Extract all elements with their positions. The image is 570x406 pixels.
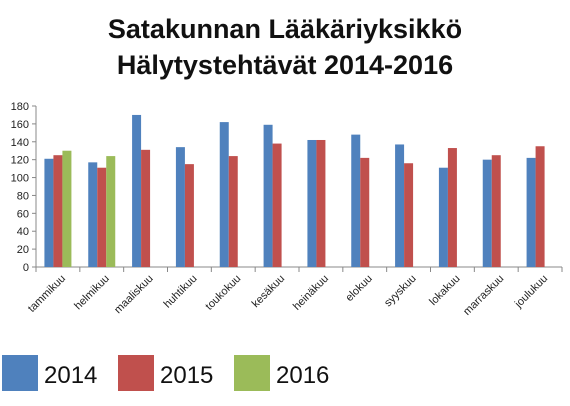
bar-2015-tammikuu [53, 155, 63, 267]
bar-2014-tammikuu [44, 158, 54, 267]
legend-swatch-2016 [234, 355, 270, 391]
bar-2015-maaliskuu [141, 149, 151, 267]
bar-2015-helmikuu [97, 167, 107, 267]
bar-2016-helmikuu [106, 156, 116, 267]
x-tick-label: lokakuu [427, 273, 462, 308]
bar-2014-maaliskuu [132, 114, 142, 267]
y-tick-label: 120 [11, 155, 29, 167]
x-tick-label: syyskuu [382, 273, 419, 310]
chart-title-line-2: Hälytystehtävät 2014-2016 [116, 50, 454, 80]
legend-label-2016: 2016 [276, 362, 329, 389]
chart-title-line-1: Satakunnan Lääkäriyksikkö [107, 14, 463, 44]
y-tick-label: 160 [11, 119, 29, 131]
bar-2015-syyskuu [404, 163, 414, 267]
x-tick-label: tammikuu [26, 273, 68, 315]
y-tick-label: 180 [11, 101, 29, 113]
bar-2015-elokuu [360, 157, 370, 267]
bar-2014-elokuu [351, 134, 361, 267]
bar-2015-joulukuu [535, 146, 545, 267]
x-tick-label: marraskuu [461, 273, 506, 318]
bar-2014-marraskuu [482, 159, 492, 267]
y-tick-label: 0 [23, 262, 29, 274]
x-tick-label: toukokuu [203, 273, 243, 313]
bar-2014-joulukuu [526, 157, 536, 267]
bar-2014-huhtikuu [175, 147, 185, 267]
bar-2014-helmikuu [88, 162, 98, 267]
bar-2015-marraskuu [491, 155, 501, 267]
x-tick-label: helmikuu [72, 273, 112, 313]
legend-label-2014: 2014 [44, 362, 97, 389]
y-tick-label: 140 [11, 137, 29, 149]
bar-2015-huhtikuu [184, 164, 194, 267]
y-tick-label: 20 [17, 244, 29, 256]
legend-label-2015: 2015 [160, 362, 213, 389]
y-tick-label: 80 [17, 190, 29, 202]
bar-2015-heinäkuu [316, 139, 326, 267]
bar-2016-tammikuu [62, 150, 72, 267]
y-tick-label: 100 [11, 173, 29, 185]
bar-2014-toukokuu [219, 122, 229, 267]
bar-2015-lokakuu [447, 148, 457, 267]
x-tick-label: kesäkuu [250, 273, 287, 310]
x-tick-label: maaliskuu [112, 273, 156, 317]
bar-2015-toukokuu [228, 156, 238, 267]
y-tick-label: 60 [17, 208, 29, 220]
x-tick-label: elokuu [343, 273, 374, 304]
legend-swatch-2014 [2, 355, 38, 391]
bar-2014-syyskuu [395, 144, 405, 267]
legend-swatch-2015 [118, 355, 154, 391]
bar-2014-kesäkuu [263, 124, 273, 268]
bar-2014-heinäkuu [307, 139, 317, 267]
bar-2014-lokakuu [438, 167, 448, 267]
y-tick-label: 40 [17, 226, 29, 238]
x-tick-label: heinäkuu [291, 273, 331, 313]
bar-2015-kesäkuu [272, 143, 282, 267]
x-tick-label: joulukuu [512, 273, 550, 311]
x-tick-label: huhtikuu [162, 273, 200, 311]
